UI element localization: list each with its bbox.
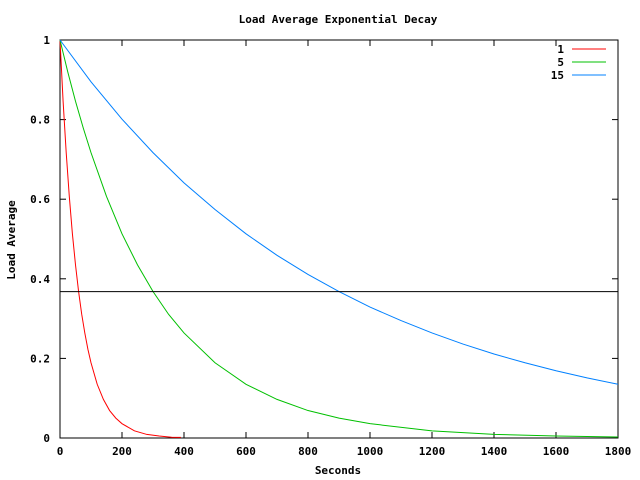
x-tick-label: 800 <box>298 445 318 458</box>
plot-frame <box>59 39 619 439</box>
x-tick-label: 1600 <box>543 445 570 458</box>
y-tick-label: 0.6 <box>30 193 50 206</box>
legend-label-15: 15 <box>551 69 564 82</box>
x-tick-label: 1400 <box>481 445 508 458</box>
y-tick-label: 0.8 <box>30 114 50 127</box>
y-tick-labels: 0 0.2 0.4 0.6 0.8 1 <box>30 34 50 445</box>
series-line-15 <box>59 39 619 385</box>
y-tick-label: 0.2 <box>30 352 50 365</box>
x-tick-label: 1000 <box>357 445 384 458</box>
series-line-5 <box>59 39 619 438</box>
y-tick-label: 0.4 <box>30 273 50 286</box>
axis-ticks <box>59 39 619 439</box>
series-line-1 <box>59 39 181 438</box>
y-tick-label: 0 <box>43 432 50 445</box>
y-axis-label: Load Average <box>5 200 18 280</box>
legend-label-1: 1 <box>557 43 564 56</box>
x-tick-label: 200 <box>112 445 132 458</box>
series-group <box>59 39 619 438</box>
x-tick-labels: 0 200 400 600 800 1000 1200 1400 1600 1800 <box>57 445 632 458</box>
x-tick-label: 1800 <box>605 445 632 458</box>
x-tick-label: 400 <box>174 445 194 458</box>
x-tick-label: 600 <box>236 445 256 458</box>
legend-label-5: 5 <box>557 56 564 69</box>
chart-title: Load Average Exponential Decay <box>239 13 438 26</box>
x-tick-label: 0 <box>57 445 64 458</box>
y-tick-label: 1 <box>43 34 50 47</box>
x-axis-label: Seconds <box>315 464 361 477</box>
x-tick-label: 1200 <box>419 445 446 458</box>
